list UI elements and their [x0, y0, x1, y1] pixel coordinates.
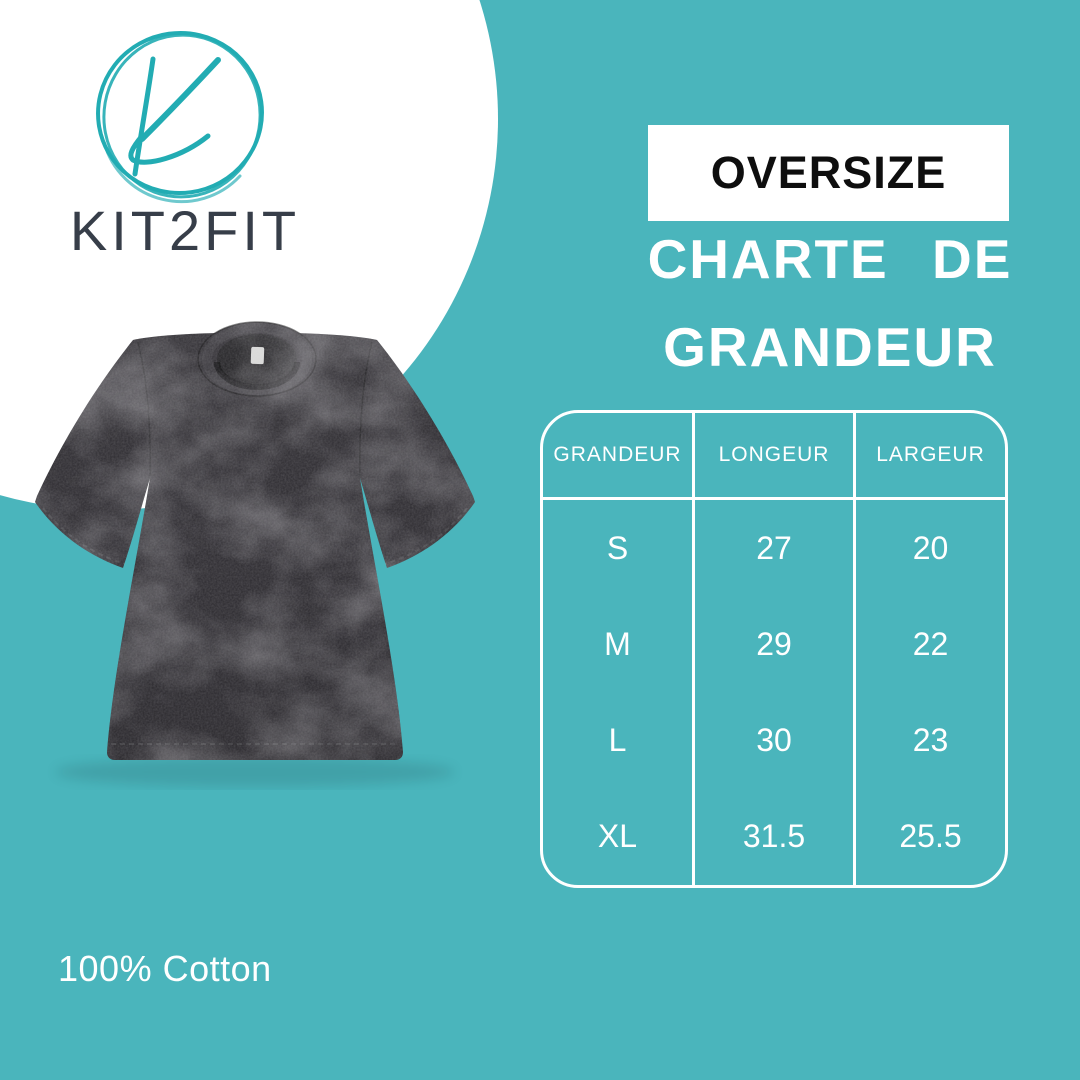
logo-k-monogram-icon	[128, 56, 221, 177]
width-cell: 20	[853, 500, 1005, 597]
size-cell: L	[608, 722, 627, 759]
width-cell: 23	[853, 692, 1005, 789]
length-cell: 31.5	[692, 788, 853, 885]
material-note: 100% Cotton	[58, 948, 272, 989]
column-header-grandeur: GRANDEUR	[543, 413, 692, 500]
brand-name: KIT2FIT	[69, 199, 301, 262]
column-header-longeur: LONGEUR	[692, 413, 853, 500]
length-cell: 29	[692, 596, 853, 693]
column-header-largeur: LARGEUR	[853, 413, 1005, 500]
size-chart-title-line1: CHARTE DE	[647, 228, 1013, 290]
size-chart-title: CHARTE DE GRANDEUR	[588, 215, 1072, 391]
logo-circle-icon	[96, 30, 264, 204]
oversize-badge: OVERSIZE	[648, 125, 1009, 221]
width-cell: 22	[853, 596, 1005, 693]
tshirt-image	[35, 321, 475, 787]
brand-logo	[96, 30, 264, 204]
size-chart-title-line2: GRANDEUR	[663, 316, 997, 378]
width-cell: 25.5	[853, 788, 1005, 885]
size-cell: M	[604, 625, 631, 662]
length-cell: 30	[692, 692, 853, 789]
size-chart-table: GRANDEUR LONGEUR LARGEUR S 27 20 M 29 22…	[540, 410, 1008, 888]
length-cell: 27	[692, 500, 853, 597]
size-cell: XL	[597, 818, 638, 855]
size-cell: S	[606, 529, 629, 566]
